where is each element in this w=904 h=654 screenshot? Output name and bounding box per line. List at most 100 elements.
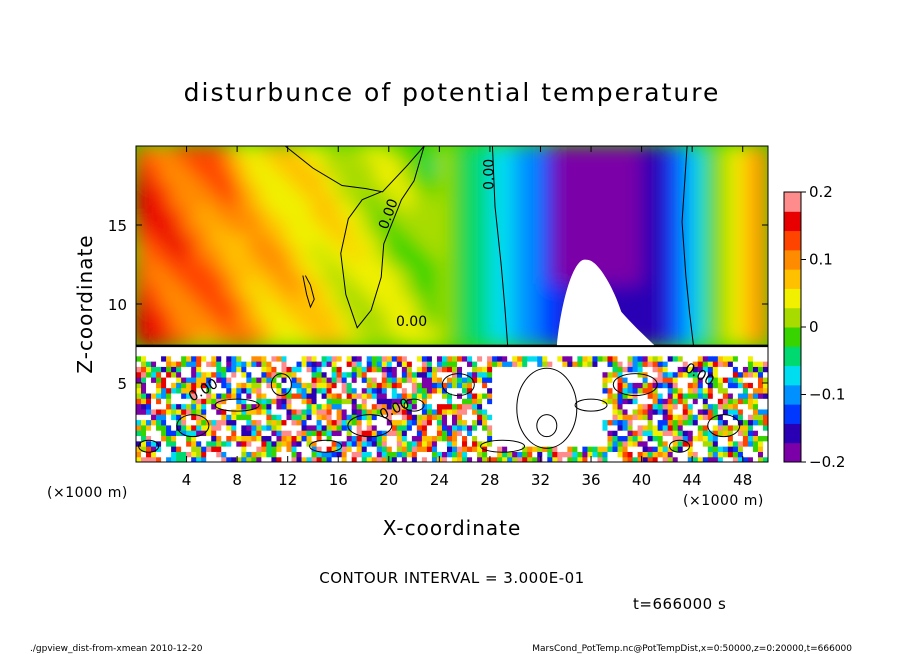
lower-field-cell [206,430,212,437]
lower-field-cell [246,350,252,357]
lower-field-cell [757,414,764,421]
lower-field-cell [587,419,594,426]
lower-field-cell [692,430,699,437]
lower-field-cell [166,440,172,447]
upper-field-cell [678,219,694,235]
lower-field-cell [507,408,513,415]
lower-field-cell [707,371,714,378]
lower-field-cell [677,361,684,367]
upper-field-cell [488,219,504,235]
upper-field-cell [501,219,517,235]
lower-field-cell [592,355,599,362]
lower-field-cell [692,398,699,405]
lower-field-cell [206,387,212,394]
lower-field-cell [361,366,368,373]
lower-field-cell [141,387,147,394]
lower-field-cell [251,414,257,421]
lower-field-cell [467,350,473,357]
lower-field-cell [702,345,709,351]
lower-field-cell [231,366,237,373]
lower-field-cell [522,430,528,437]
lower-field-cell [482,392,488,399]
upper-field-cell [261,232,277,247]
lower-field-cell [236,376,242,383]
lower-field-cell [667,456,674,462]
lower-field-cell [236,424,242,431]
lower-field-cell [452,361,458,367]
upper-field-cell [261,269,277,284]
lower-field-cell [436,382,443,389]
lower-field-cell [376,424,383,431]
lower-field-cell [697,355,704,362]
lower-field-cell [747,371,754,378]
lower-field-cell [241,456,247,462]
lower-field-cell [467,435,473,442]
upper-field-cell [324,281,340,297]
lower-field-cell [617,430,624,437]
lower-field-cell [522,451,528,458]
lower-field-cell [226,355,232,362]
upper-field-cell [678,256,694,272]
upper-field-cell [741,269,757,284]
lower-field-cell [657,350,664,357]
lower-field-cell [416,387,423,394]
lower-field-cell [662,451,669,458]
lower-field-cell [306,403,313,410]
lower-field-cell [762,366,768,373]
lower-field-cell [617,350,624,357]
lower-field-cell [682,403,689,410]
upper-field-cell [741,146,757,160]
lower-field-cell [226,435,232,442]
lower-field-cell [166,387,172,394]
lower-field-cell [446,440,453,447]
lower-field-cell [722,408,729,415]
upper-field-cell [463,232,479,247]
upper-field-cell [703,319,719,334]
upper-field-cell [501,281,517,297]
lower-field-cell [216,440,222,447]
lower-field-cell [572,345,578,351]
lower-field-cell [482,414,488,421]
lower-field-cell [757,440,764,447]
lower-field-cell [266,435,273,442]
contour-eddy [309,439,343,453]
upper-field-cell [590,169,605,185]
lower-field-cell [251,440,257,447]
upper-field-cell [627,294,643,309]
upper-field-cell [172,169,188,185]
lower-field-cell [742,387,749,394]
upper-field-cell [488,169,504,185]
upper-field-cell [741,182,757,197]
lower-field-cell [587,392,594,399]
lower-field-cell [482,371,488,378]
lower-field-cell [572,366,578,373]
upper-field-cell [640,157,656,172]
lower-field-cell [361,398,368,405]
lower-field-cell [246,355,252,362]
upper-field-cell [172,182,188,197]
lower-field-cell [467,430,473,437]
lower-field-cell [381,446,388,452]
lower-field-cell [381,382,388,389]
lower-field-cell [321,361,328,367]
lower-field-cell [276,424,283,431]
upper-field-cell [248,232,264,247]
lower-field-cell [321,350,328,357]
lower-field-cell [446,446,453,452]
lower-field-cell [391,366,398,373]
lower-field-cell [622,350,629,357]
lower-field-cell [462,456,468,462]
lower-field-cell [166,419,172,426]
lower-field-cell [271,398,278,405]
upper-field-cell [703,269,719,284]
upper-field-cell [501,207,517,222]
lower-field-cell [617,366,624,373]
lower-field-cell [316,430,323,437]
lower-field-cell [236,398,242,405]
lower-field-cell [286,456,293,462]
lower-field-cell [191,456,197,462]
upper-field-cell [160,256,175,272]
lower-field-cell [652,408,659,415]
upper-field-cell [362,331,378,347]
lower-field-cell [261,414,268,421]
